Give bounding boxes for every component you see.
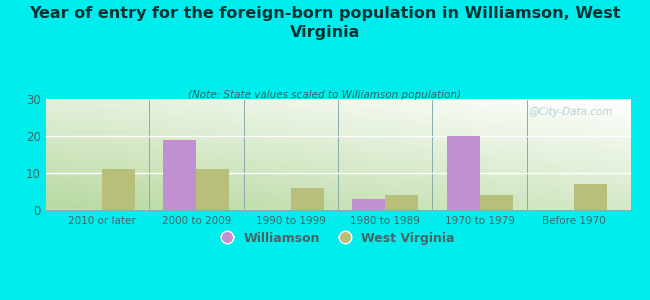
Bar <box>102 169 135 210</box>
Text: @City-Data.com: @City-Data.com <box>528 107 613 117</box>
Bar <box>385 195 418 210</box>
Bar <box>196 169 229 210</box>
Bar <box>447 136 480 210</box>
Bar <box>574 184 607 210</box>
Bar <box>163 140 196 210</box>
Bar <box>352 199 385 210</box>
Text: (Note: State values scaled to Williamson population): (Note: State values scaled to Williamson… <box>188 90 462 100</box>
Bar <box>291 188 324 210</box>
Bar <box>480 195 513 210</box>
Text: Year of entry for the foreign-born population in Williamson, West
Virginia: Year of entry for the foreign-born popul… <box>29 6 621 40</box>
Legend: Williamson, West Virginia: Williamson, West Virginia <box>216 227 460 250</box>
